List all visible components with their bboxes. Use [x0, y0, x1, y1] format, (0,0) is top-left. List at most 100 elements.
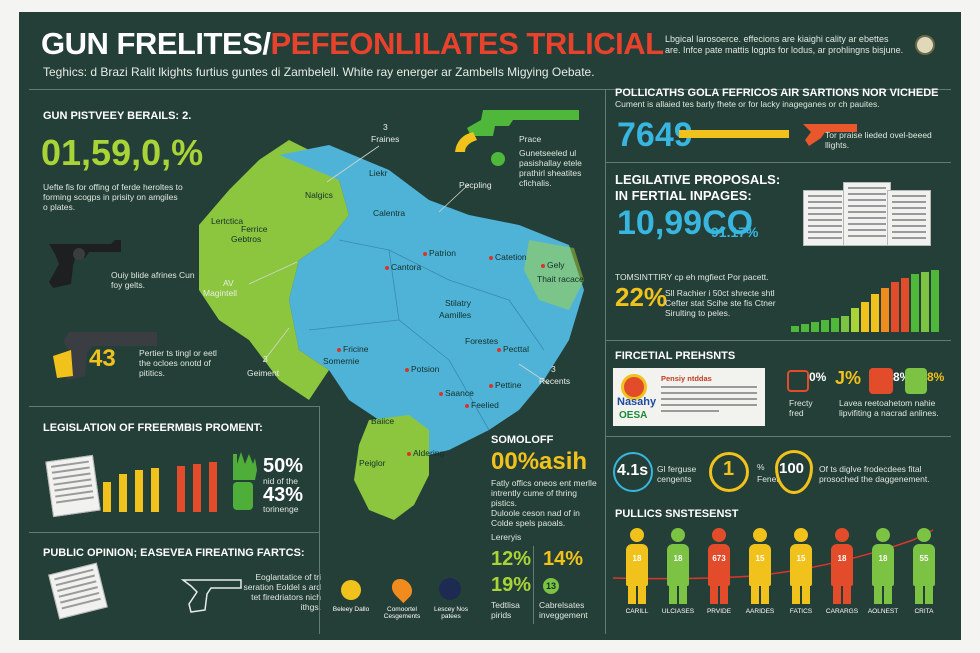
external-label: AV — [223, 278, 234, 288]
right-sec1-title: POLLICATHS GOLA FEFRICOS AIR SARTIONS NO… — [615, 87, 939, 99]
map-label: Thait racace — [537, 274, 584, 284]
person-figure: 18 CARARGS — [824, 528, 860, 615]
icon-pct-4: 8% — [927, 370, 945, 384]
person-icon — [341, 580, 361, 600]
map-label: Stilatry — [445, 298, 471, 308]
icon-note: Lavea reetoahetom nahie lipvifiting a na… — [839, 398, 939, 418]
external-label: 3 — [551, 364, 556, 374]
seal-icon — [915, 35, 935, 55]
pct-50: 50% — [263, 455, 304, 477]
panel-title: Pensiy ntddas — [661, 374, 712, 383]
right-stat-9117: 91.17% — [711, 224, 759, 240]
caption-2: Cabrelsates inveggement — [539, 600, 588, 620]
section-gun-title: GUN PISTVEEY BERAILS: 2. — [43, 110, 192, 122]
person-figure: 18 CARILL — [619, 528, 655, 615]
people-chart: 18 CARILL 18 ULCIASES 673 PRVIDE 15 AARIDES 15 FA… — [619, 528, 949, 624]
newspaper-icon — [48, 562, 108, 620]
divider — [29, 532, 319, 533]
map-label: Baiice — [371, 416, 395, 426]
map-label: Saance — [439, 388, 474, 398]
logo-panel: Nasahy OESA Pensiy ntddas — [613, 368, 765, 426]
external-label: Recents — [539, 376, 571, 386]
person-figure: 673 PRVIDE — [701, 528, 737, 615]
map-label: Cantora — [385, 262, 421, 272]
divider — [533, 546, 534, 624]
divider — [29, 89, 951, 90]
page-subtitle: Teghics: d Brazi Ralit lkights furtius g… — [43, 65, 595, 79]
gun-outline-icon — [180, 579, 242, 613]
map-label: Feelied — [465, 400, 499, 410]
icon-pct-1: 0% — [809, 370, 827, 384]
somoloff-stat: 00%asih — [491, 448, 588, 475]
pct-50-sub: nid of the — [263, 476, 298, 486]
map-label: Forestes — [465, 336, 499, 346]
right-sec5-title: PULLICS SNSTESENST — [615, 508, 739, 520]
opinion-desc: Eoglantatice of tri seration Eoldel s ar… — [243, 572, 322, 612]
map-label: Fricine — [337, 344, 369, 354]
gauge-1 — [613, 452, 653, 492]
map-label: Catetion — [489, 252, 527, 262]
pct-43: 43% — [263, 484, 304, 506]
person-name: CRITA — [914, 608, 934, 615]
legislation-bars — [103, 452, 233, 512]
check-icon — [491, 152, 505, 166]
right-stat-10990: 10,99CO — [617, 204, 754, 242]
map-label: Gebtros — [231, 234, 262, 244]
person-value: 55 — [919, 554, 929, 563]
icon-caption: Comoortel Cesgements — [383, 606, 421, 620]
gauge-3-note: Of ts diglve frodecdees fital prosoched … — [819, 464, 930, 484]
external-label: 3 — [383, 122, 388, 132]
gauge-3 — [775, 450, 813, 494]
external-label: 3 — [263, 354, 268, 364]
external-label: Magintell — [203, 288, 238, 298]
divider — [605, 340, 951, 341]
pct-43-sub: torinenge — [263, 504, 299, 514]
person-figure: 15 FATICS — [783, 528, 819, 615]
map-label: Pecttal — [497, 344, 529, 354]
stat-19: 19% — [491, 574, 532, 596]
face-icon — [439, 578, 461, 600]
divider — [605, 90, 606, 634]
gun-note-2: Gunetseeled ul pasishallay etele prathir… — [519, 148, 582, 188]
growth-bars — [791, 270, 941, 332]
person-value: 18 — [673, 554, 683, 563]
gauge-3-value: 100 — [779, 460, 805, 477]
map-label: Ferrice — [241, 224, 268, 234]
right-sec4-title: FIRCETIAL PREHSNTS — [615, 350, 736, 362]
right-sec2-title-1: LEGILATIVE PROPOSALS: — [615, 172, 781, 187]
brazil-map — [199, 140, 584, 520]
right-sec1-desc: Cument is allaied tes barly fhete or for… — [615, 99, 880, 109]
map-label: Liekr — [369, 168, 388, 178]
somoloff-label: SOMOLOFF — [491, 434, 554, 446]
stat-12: 12% — [491, 548, 532, 570]
person-name: AOLNEST — [867, 608, 899, 615]
map-label: Somernie — [323, 356, 360, 366]
page-title: GUN FRELITES/PEFEONLILATES TRLICIAL — [41, 26, 664, 62]
gauge-2-pct: % — [757, 462, 765, 472]
pin-icon — [387, 574, 417, 604]
divider — [605, 436, 951, 437]
panel-lines — [661, 386, 757, 412]
icon-pct-2: J% — [835, 368, 862, 388]
person-name: CARILL — [625, 608, 649, 615]
right-sec2-title-2: IN FERTIAL INPAGES: — [615, 188, 752, 203]
map-label: Patrion — [423, 248, 456, 258]
stat-14: 14% — [543, 548, 584, 570]
divider — [605, 162, 951, 163]
legislation-title: LEGISLATION OF FREERMBIS PROMENT: — [43, 422, 263, 434]
stat-43-desc: Pertier ts tingl or eetl the ocloes onot… — [139, 348, 217, 378]
person-name: AARIDES — [745, 608, 775, 615]
title-white-part: GUN FRELITES/ — [41, 26, 271, 61]
gauge-2-value: 1 — [723, 458, 735, 480]
logo-top: Nasahy — [617, 396, 657, 408]
map-label: Aamilles — [439, 310, 472, 320]
title-red-part: PEFEONLILATES TRLICIAL — [270, 26, 664, 61]
pistol-icon — [53, 332, 157, 380]
small-label: Lereryis — [491, 532, 522, 542]
person-value: 15 — [796, 554, 806, 563]
person-name: FATICS — [789, 608, 813, 615]
gun-note-1: Prace — [519, 134, 542, 144]
document-icon — [45, 454, 101, 518]
person-red-icon — [869, 368, 893, 394]
person-value: 18 — [878, 554, 888, 563]
